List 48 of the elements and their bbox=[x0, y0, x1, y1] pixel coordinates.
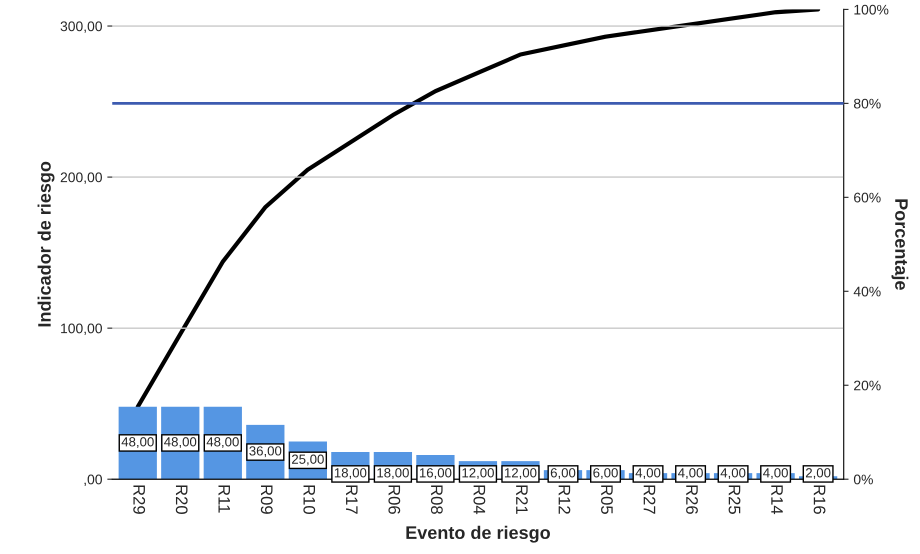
x-tick-label: R11 bbox=[218, 485, 230, 513]
y2-tick-label: 80% bbox=[854, 98, 881, 109]
y-tick-label: 300,00 bbox=[60, 21, 102, 33]
data-label: 36,00 bbox=[249, 446, 282, 458]
x-tick-label: R08 bbox=[430, 485, 443, 514]
data-label: 18,00 bbox=[334, 468, 366, 480]
y2-tick-label: 0% bbox=[854, 474, 873, 484]
x-tick-label: R10 bbox=[303, 485, 316, 514]
data-label: 48,00 bbox=[206, 437, 239, 448]
y2-tick-label: 40% bbox=[854, 286, 881, 296]
data-label: 6,00 bbox=[550, 468, 576, 480]
data-label: 16,00 bbox=[420, 468, 452, 480]
x-tick-label: R27 bbox=[644, 485, 656, 514]
data-label: 25,00 bbox=[292, 454, 324, 466]
x-tick-label: R17 bbox=[346, 485, 358, 514]
x-tick-label: R04 bbox=[473, 485, 486, 514]
x-tick-label: R06 bbox=[388, 485, 400, 514]
x-tick-label: R21 bbox=[516, 485, 528, 514]
data-label: 48,00 bbox=[164, 437, 196, 448]
y-tick-label: 100,00 bbox=[61, 323, 102, 335]
y2-tick-label: 60% bbox=[854, 192, 881, 203]
data-label: 4,00 bbox=[678, 468, 703, 480]
y-axis-title: Indicador de riesgo bbox=[38, 162, 54, 326]
x-tick-label: R12 bbox=[558, 485, 570, 514]
x-tick-label: R26 bbox=[686, 485, 698, 514]
x-tick-label: R16 bbox=[814, 485, 826, 514]
y-tick-label: ,00 bbox=[84, 474, 102, 486]
y-tick-label: 200,00 bbox=[60, 172, 102, 184]
data-label: 4,00 bbox=[720, 468, 746, 480]
data-label: 12,00 bbox=[462, 468, 494, 480]
data-label: 18,00 bbox=[377, 468, 409, 480]
data-label: 4,00 bbox=[763, 468, 788, 480]
line-series bbox=[136, 9, 820, 409]
x-tick-label: R20 bbox=[176, 485, 188, 514]
x-tick-label: R09 bbox=[260, 485, 273, 514]
x-axis-title: Evento de riesgo bbox=[406, 526, 550, 543]
y2-axis-title: Porcentaje bbox=[891, 199, 908, 290]
data-label: 2,00 bbox=[806, 468, 830, 480]
data-label: 6,00 bbox=[593, 468, 618, 480]
x-tick-label: R25 bbox=[728, 485, 740, 514]
data-label: 4,00 bbox=[635, 468, 660, 480]
x-tick-label: R14 bbox=[771, 485, 783, 514]
data-label: 12,00 bbox=[504, 468, 536, 480]
y2-tick-label: 20% bbox=[854, 380, 881, 390]
x-tick-label: R29 bbox=[133, 485, 146, 514]
y2-tick-label: 100% bbox=[854, 4, 888, 15]
data-label: 48,00 bbox=[122, 437, 154, 448]
x-tick-label: R05 bbox=[601, 485, 613, 514]
